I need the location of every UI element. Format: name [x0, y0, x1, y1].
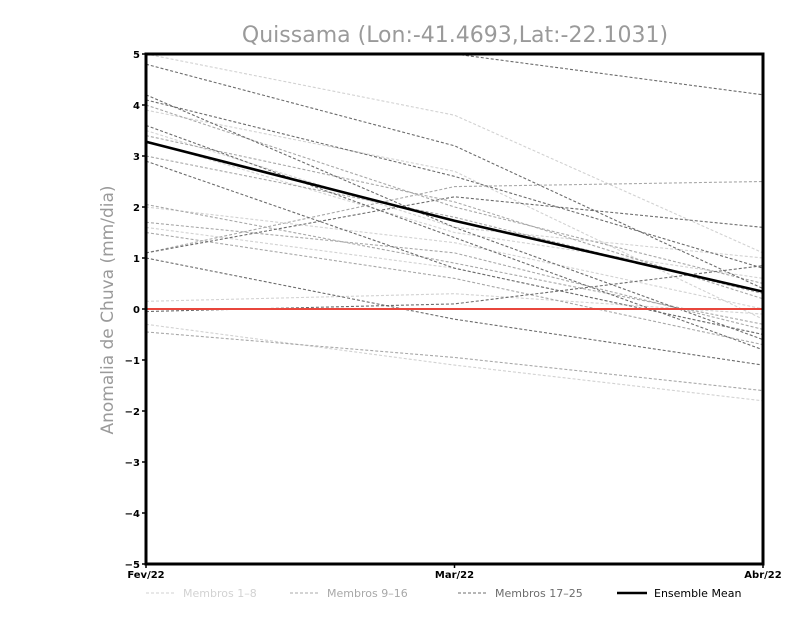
- chart-title: Quissama (Lon:-41.4693,Lat:-22.1031): [242, 23, 668, 48]
- member-line-m7: [145, 140, 764, 279]
- member-line-m5: [145, 293, 764, 315]
- y-tick-label: 1: [133, 254, 140, 265]
- y-tick-label: 5: [133, 50, 140, 61]
- x-tick-label: Fev/22: [127, 570, 164, 581]
- member-line-m16: [145, 231, 764, 346]
- x-tick-label: Mar/22: [435, 570, 474, 581]
- member-line-m24: [145, 63, 764, 290]
- member-line-m10: [145, 221, 764, 330]
- legend: Membros 1–8 Membros 9–16 Membros 17–25 Ense…: [146, 587, 741, 600]
- member-line-m4: [145, 226, 764, 336]
- member-line-m13: [145, 104, 764, 285]
- tick-labels: −5 −4 −3 −2 −1 0 1 2 3 4 5 Fev/22 Mar/22 Abr/22: [125, 50, 782, 581]
- member-line-m19: [145, 99, 764, 269]
- member-line-m20: [145, 196, 764, 254]
- member-line-m21: [145, 257, 764, 366]
- legend-label: Membros 17–25: [495, 587, 583, 600]
- member-line-m8: [145, 206, 764, 310]
- y-axis-label: Anomalia de Chuva (mm/dia): [98, 185, 118, 434]
- member-line-m3: [145, 129, 764, 259]
- legend-label: Membros 1–8: [183, 587, 257, 600]
- y-tick-label: −5: [125, 560, 140, 571]
- member-line-m18: [145, 94, 764, 341]
- plot-frame: [144, 52, 765, 566]
- y-tick-label: 4: [133, 101, 140, 112]
- member-line-m25: [145, 160, 764, 336]
- y-tick-label: 3: [133, 152, 140, 163]
- y-tick-label: −1: [125, 356, 140, 367]
- legend-label: Membros 9–16: [327, 587, 408, 600]
- member-line-m1: [145, 53, 764, 254]
- y-tick-label: 0: [133, 305, 140, 316]
- member-line-m9: [145, 135, 764, 300]
- x-tick-label: Abr/22: [744, 570, 781, 581]
- member-line-m2: [145, 109, 764, 320]
- series-layer: [145, 53, 764, 402]
- y-tick-label: −4: [125, 509, 140, 520]
- member-line-m6: [145, 323, 764, 402]
- y-tick-label: 2: [133, 203, 140, 214]
- y-tick-label: −2: [125, 407, 140, 418]
- member-line-m11: [145, 180, 764, 254]
- ensemble-mean-line: [145, 140, 764, 293]
- legend-label: Ensemble Mean: [654, 587, 741, 600]
- y-tick-label: −3: [125, 458, 140, 469]
- member-line-m14: [145, 331, 764, 392]
